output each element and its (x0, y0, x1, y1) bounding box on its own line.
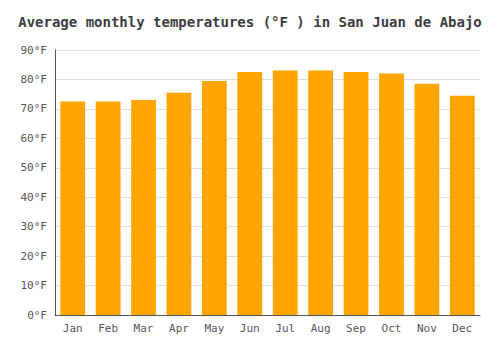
svg-text:Jun: Jun (240, 322, 260, 335)
svg-text:0°F: 0°F (27, 309, 47, 322)
svg-text:90°F: 90°F (21, 44, 48, 57)
svg-text:Jan: Jan (63, 322, 83, 335)
svg-text:Aug: Aug (311, 322, 331, 335)
svg-text:Mar: Mar (134, 322, 154, 335)
svg-text:Sep: Sep (346, 322, 366, 335)
svg-text:Jul: Jul (275, 322, 295, 335)
svg-text:Oct: Oct (382, 322, 402, 335)
svg-text:80°F: 80°F (21, 73, 48, 86)
svg-text:10°F: 10°F (21, 279, 48, 292)
svg-text:May: May (204, 322, 224, 335)
svg-text:70°F: 70°F (21, 102, 48, 115)
svg-text:Dec: Dec (452, 322, 472, 335)
svg-text:20°F: 20°F (21, 250, 48, 263)
svg-text:50°F: 50°F (21, 161, 48, 174)
svg-text:Nov: Nov (417, 322, 437, 335)
svg-text:40°F: 40°F (21, 191, 48, 204)
svg-text:Average monthly temperatures (: Average monthly temperatures (°F ) in Sa… (18, 14, 482, 30)
svg-text:60°F: 60°F (21, 132, 48, 145)
svg-text:Apr: Apr (169, 322, 189, 335)
svg-text:Feb: Feb (98, 322, 118, 335)
svg-text:30°F: 30°F (21, 220, 48, 233)
